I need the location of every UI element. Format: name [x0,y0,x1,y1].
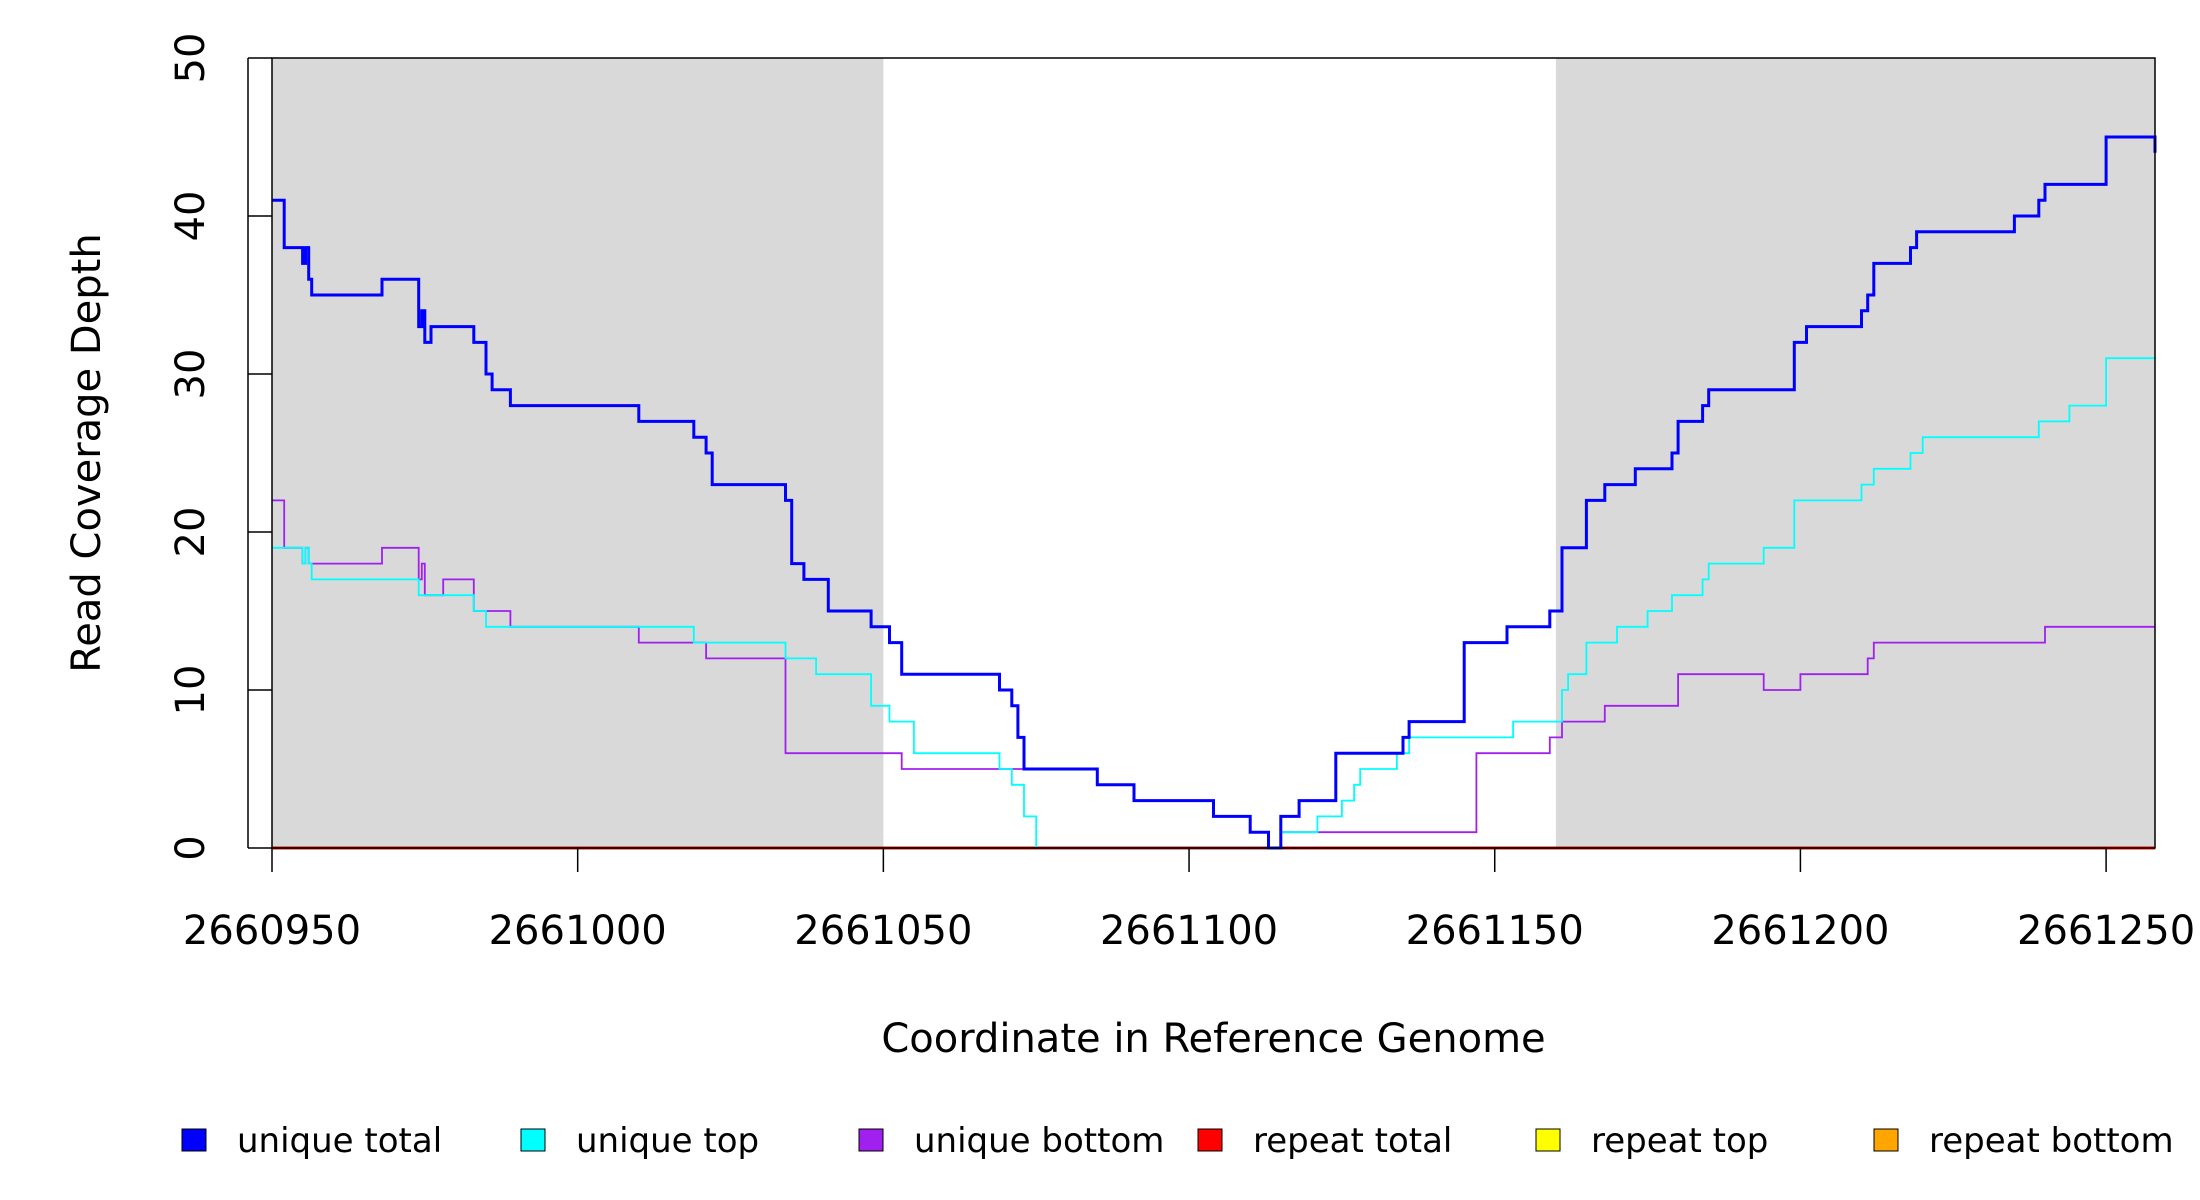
x-axis-label: Coordinate in Reference Genome [881,1016,1545,1062]
x-tick-label: 2661150 [1406,908,1584,954]
legend-swatch [1873,1128,1899,1152]
series-line-unique-bottom [272,499,2155,849]
legend-swatch [181,1128,207,1152]
y-tick-label: 0 [168,835,214,860]
y-tick-label: 30 [168,349,214,400]
series-line-unique-top [272,357,2155,849]
legend-label: unique total [237,1121,442,1161]
y-tick-label: 40 [168,191,214,242]
shaded-regions [272,58,2155,848]
x-tick-label: 2660950 [183,908,361,954]
legend-swatch [1197,1128,1223,1152]
legend-swatch [858,1128,884,1152]
legend-swatch [520,1128,546,1152]
legend-label: unique bottom [914,1121,1164,1161]
x-axis: 2660950 2661000 2661050 2661100 2661150 26612… [183,847,2195,954]
shaded-region [1555,58,2155,848]
y-tick-label: 20 [168,507,214,558]
series-line-unique-total [272,135,2157,850]
y-axis: 0 10 20 30 40 50 [168,33,272,861]
y-axis-label: Read Coverage Depth [64,233,110,672]
legend-swatch [1535,1128,1561,1152]
legend-label: repeat top [1591,1121,1768,1161]
legend-label: repeat total [1253,1121,1452,1161]
x-tick-label: 2661000 [489,908,667,954]
legend-label: unique top [576,1121,759,1161]
x-tick-label: 2661200 [1711,908,1889,954]
y-tick-label: 10 [168,665,214,716]
x-tick-label: 2661050 [794,908,972,954]
legend-label: repeat bottom [1929,1121,2174,1161]
x-tick-label: 2661250 [2017,908,2195,954]
y-tick-label: 50 [168,33,214,84]
shaded-region [272,58,884,848]
x-tick-label: 2661100 [1100,908,1278,954]
legend: unique total unique top unique bottom repea… [181,1121,2174,1161]
